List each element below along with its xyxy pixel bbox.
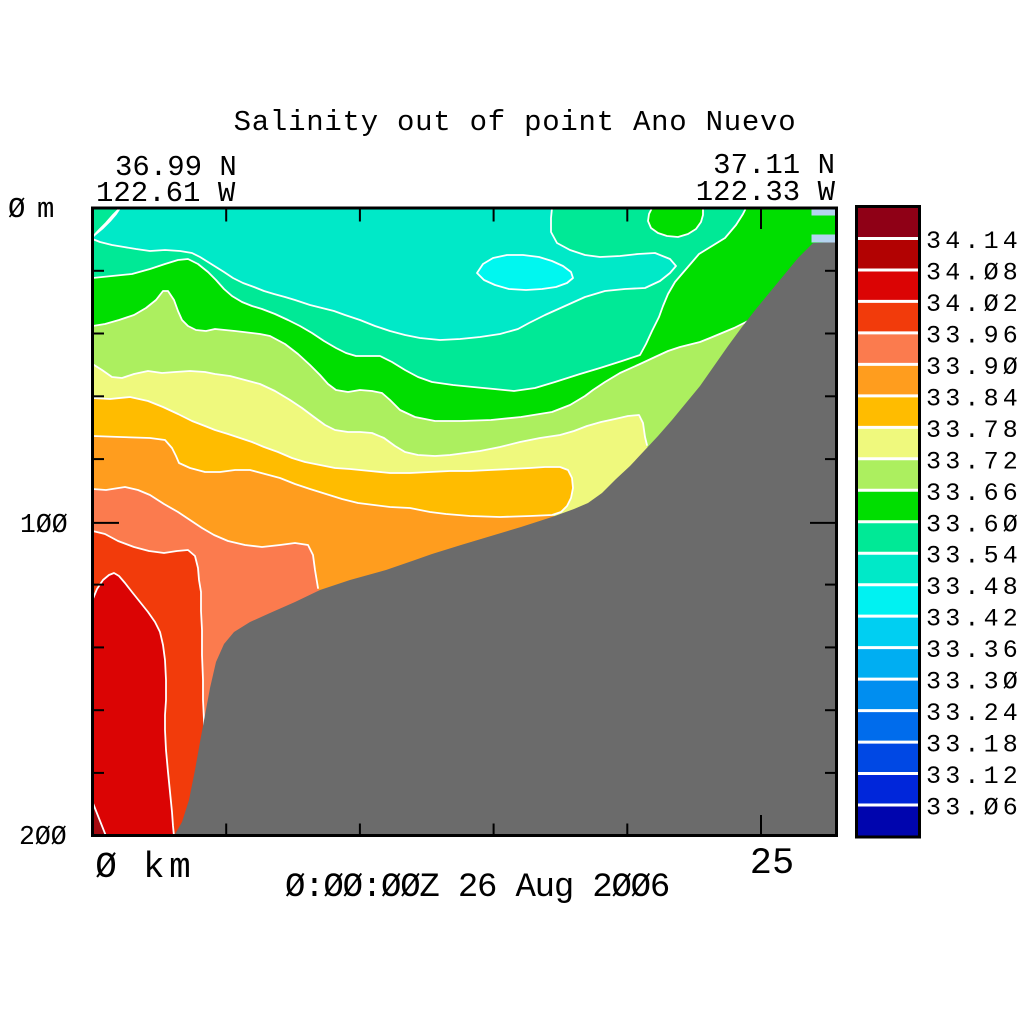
svg-text:33.9Ø: 33.9Ø [926, 353, 1022, 382]
svg-text:34.Ø2: 34.Ø2 [926, 290, 1022, 319]
svg-text:Ø: Ø [95, 847, 117, 888]
svg-text:33.72: 33.72 [926, 447, 1022, 476]
svg-text:2ØØ: 2ØØ [19, 822, 67, 852]
svg-text:33.54: 33.54 [926, 542, 1022, 571]
svg-text:33.42: 33.42 [926, 605, 1022, 634]
svg-text:36.99 N: 36.99 N [115, 151, 237, 184]
svg-text:33.78: 33.78 [926, 416, 1022, 445]
svg-text:33.18: 33.18 [926, 731, 1022, 760]
svg-text:25: 25 [750, 843, 794, 885]
svg-text:m: m [37, 193, 54, 226]
svg-text:34.Ø8: 34.Ø8 [926, 258, 1022, 287]
svg-text:Ø:ØØ:ØØZ 26 Aug 2ØØ6: Ø:ØØ:ØØZ 26 Aug 2ØØ6 [285, 869, 669, 907]
svg-text:Ø: Ø [8, 193, 25, 226]
svg-text:33.24: 33.24 [926, 699, 1022, 728]
svg-text:33.48: 33.48 [926, 573, 1022, 602]
svg-text:122.61 W: 122.61 W [96, 177, 236, 210]
svg-text:33.66: 33.66 [926, 479, 1022, 508]
svg-text:33.84: 33.84 [926, 384, 1022, 413]
svg-text:37.11 N: 37.11 N [713, 149, 835, 182]
svg-text:km: km [143, 847, 195, 888]
svg-text:34.14: 34.14 [926, 227, 1022, 256]
svg-text:33.Ø6: 33.Ø6 [926, 794, 1022, 823]
svg-text:33.3Ø: 33.3Ø [926, 668, 1022, 697]
svg-text:33.36: 33.36 [926, 636, 1022, 665]
svg-text:33.96: 33.96 [926, 321, 1022, 350]
svg-text:Salinity out of point Ano Nuev: Salinity out of point Ano Nuevo [234, 106, 797, 139]
svg-text:122.33 W: 122.33 W [696, 176, 836, 209]
svg-text:33.12: 33.12 [926, 762, 1022, 791]
svg-text:1ØØ: 1ØØ [20, 510, 68, 540]
svg-text:33.6Ø: 33.6Ø [926, 510, 1022, 539]
